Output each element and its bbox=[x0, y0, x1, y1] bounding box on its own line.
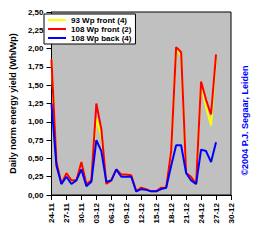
svg-text:108 Wp back (4): 108 Wp back (4) bbox=[71, 34, 132, 43]
svg-text:2,25: 2,25 bbox=[28, 26, 44, 35]
svg-text:2,00: 2,00 bbox=[28, 44, 44, 53]
svg-text:15-12: 15-12 bbox=[152, 202, 161, 223]
svg-text:1,50: 1,50 bbox=[28, 81, 44, 90]
svg-text:1,25: 1,25 bbox=[28, 99, 44, 108]
svg-text:0,75: 0,75 bbox=[28, 136, 44, 145]
svg-text:18-12: 18-12 bbox=[167, 202, 176, 223]
svg-text:93 Wp front (4): 93 Wp front (4) bbox=[71, 16, 127, 25]
svg-text:30-12: 30-12 bbox=[227, 202, 236, 223]
svg-text:Daily norm energy yield (Wh/Wp: Daily norm energy yield (Wh/Wp) bbox=[8, 33, 18, 174]
svg-text:06-12: 06-12 bbox=[107, 202, 116, 223]
svg-text:27-11: 27-11 bbox=[62, 202, 71, 223]
svg-text:27-12: 27-12 bbox=[212, 202, 221, 223]
svg-text:24-11: 24-11 bbox=[47, 202, 56, 223]
svg-text:1,00: 1,00 bbox=[28, 117, 44, 126]
svg-text:0,25: 0,25 bbox=[28, 172, 44, 181]
svg-text:24-12: 24-12 bbox=[197, 202, 206, 223]
svg-text:12-12: 12-12 bbox=[137, 202, 146, 223]
svg-text:30-11: 30-11 bbox=[77, 202, 86, 223]
svg-text:1,75: 1,75 bbox=[28, 62, 44, 71]
svg-text:2,50: 2,50 bbox=[28, 8, 44, 17]
svg-text:09-12: 09-12 bbox=[122, 202, 131, 223]
svg-text:0,00: 0,00 bbox=[28, 191, 44, 200]
svg-text:21-12: 21-12 bbox=[182, 202, 191, 223]
svg-text:108 Wp front (2): 108 Wp front (2) bbox=[71, 25, 132, 34]
svg-text:03-12: 03-12 bbox=[92, 202, 101, 223]
svg-text:0,50: 0,50 bbox=[28, 154, 44, 163]
svg-text:©2004 P.J. Segaar, Leiden: ©2004 P.J. Segaar, Leiden bbox=[240, 65, 250, 175]
